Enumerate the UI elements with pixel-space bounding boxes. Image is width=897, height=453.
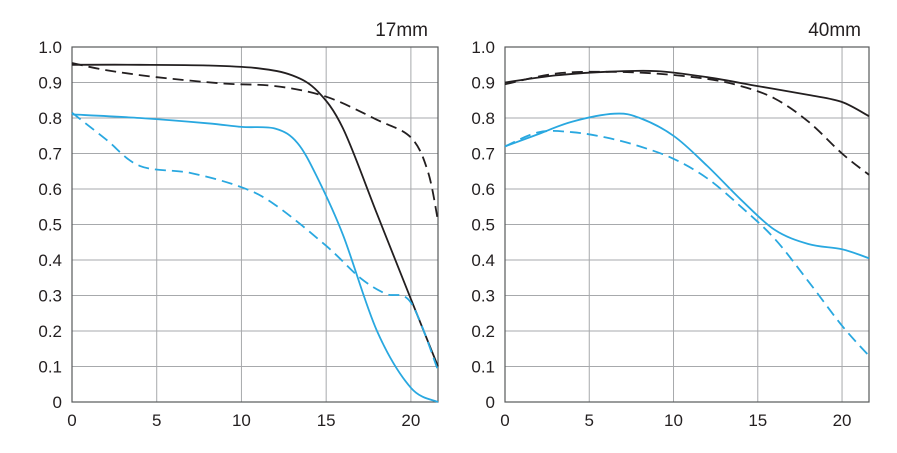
chart-title-17mm: 17mm (375, 20, 428, 41)
x-tick-label: 5 (152, 411, 161, 430)
y-tick-label: 0.5 (471, 216, 495, 235)
y-tick-label: 0.7 (471, 145, 495, 164)
x-tick-label: 0 (500, 411, 509, 430)
y-tick-label: 0 (53, 393, 62, 412)
y-tick-label: 0.4 (471, 251, 495, 270)
y-tick-label: 0.1 (38, 358, 62, 377)
x-tick-label: 10 (664, 411, 683, 430)
y-tick-label: 1.0 (471, 38, 495, 57)
y-tick-label: 0.7 (38, 145, 62, 164)
x-tick-label: 20 (833, 411, 852, 430)
y-tick-label: 0.3 (471, 287, 495, 306)
y-tick-label: 0.3 (38, 287, 62, 306)
x-tick-label: 15 (748, 411, 767, 430)
chart-17mm: 0 0.1 0.2 0.3 0.4 0.5 0.6 0.7 0.8 0.9 1.0 0 5 10 15 20 (38, 38, 439, 430)
y-tick-label: 0.5 (38, 216, 62, 235)
y-tick-label: 0.2 (38, 322, 62, 341)
chart-title-40mm: 40mm (808, 20, 861, 41)
x-tick-label: 10 (232, 411, 251, 430)
y-tick-label: 1.0 (38, 38, 62, 57)
plot-frame (71, 46, 439, 403)
x-tick-label: 15 (317, 411, 336, 430)
x-tick-label: 5 (585, 411, 594, 430)
y-tick-label: 0.9 (471, 74, 495, 93)
y-tick-label: 0.4 (38, 251, 62, 270)
x-tick-label: 0 (67, 411, 76, 430)
series-line-sagittal-blue-solid (71, 113, 439, 403)
y-tick-label: 0.6 (38, 180, 62, 199)
y-tick-label: 0.8 (38, 109, 62, 128)
y-tick-label: 0.1 (471, 358, 495, 377)
y-tick-label: 0.9 (38, 74, 62, 93)
series-line-meridional-blue-dashed (71, 111, 439, 371)
chart-40mm: 0 0.1 0.2 0.3 0.4 0.5 0.6 0.7 0.8 0.9 1.0 0 5 10 15 20 (471, 38, 870, 430)
series-line-meridional-black-dashed (504, 70, 870, 176)
plot-frame (504, 46, 870, 403)
y-tick-label: 0.8 (471, 109, 495, 128)
y-tick-label: 0 (486, 393, 495, 412)
y-tick-label: 0.2 (471, 322, 495, 341)
series-line-sagittal-black-solid (504, 69, 870, 118)
series-line-meridional-blue-dashed (504, 130, 870, 357)
y-tick-label: 0.6 (471, 180, 495, 199)
x-tick-label: 20 (401, 411, 420, 430)
series-line-meridional-black-dashed (71, 62, 439, 222)
series-line-sagittal-black-solid (71, 63, 439, 367)
series-line-sagittal-blue-solid (504, 112, 870, 260)
